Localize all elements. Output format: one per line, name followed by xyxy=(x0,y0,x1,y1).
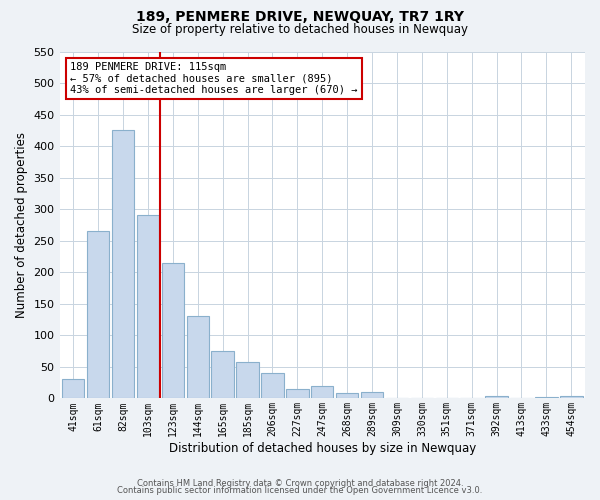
Text: Contains public sector information licensed under the Open Government Licence v3: Contains public sector information licen… xyxy=(118,486,482,495)
Bar xyxy=(311,386,334,398)
Text: 189 PENMERE DRIVE: 115sqm
← 57% of detached houses are smaller (895)
43% of semi: 189 PENMERE DRIVE: 115sqm ← 57% of detac… xyxy=(70,62,358,95)
Bar xyxy=(485,396,508,398)
Bar xyxy=(62,380,85,398)
Bar xyxy=(112,130,134,398)
Bar xyxy=(336,394,358,398)
Bar xyxy=(87,232,109,398)
Text: Size of property relative to detached houses in Newquay: Size of property relative to detached ho… xyxy=(132,22,468,36)
Bar xyxy=(261,373,284,398)
Bar xyxy=(211,351,234,399)
Bar xyxy=(361,392,383,398)
Bar xyxy=(560,396,583,398)
Y-axis label: Number of detached properties: Number of detached properties xyxy=(15,132,28,318)
Text: Contains HM Land Registry data © Crown copyright and database right 2024.: Contains HM Land Registry data © Crown c… xyxy=(137,478,463,488)
Bar xyxy=(535,396,557,398)
Bar xyxy=(236,362,259,399)
Bar xyxy=(137,216,159,398)
Text: 189, PENMERE DRIVE, NEWQUAY, TR7 1RY: 189, PENMERE DRIVE, NEWQUAY, TR7 1RY xyxy=(136,10,464,24)
Bar xyxy=(187,316,209,398)
X-axis label: Distribution of detached houses by size in Newquay: Distribution of detached houses by size … xyxy=(169,442,476,455)
Bar xyxy=(161,263,184,398)
Bar xyxy=(286,389,308,398)
